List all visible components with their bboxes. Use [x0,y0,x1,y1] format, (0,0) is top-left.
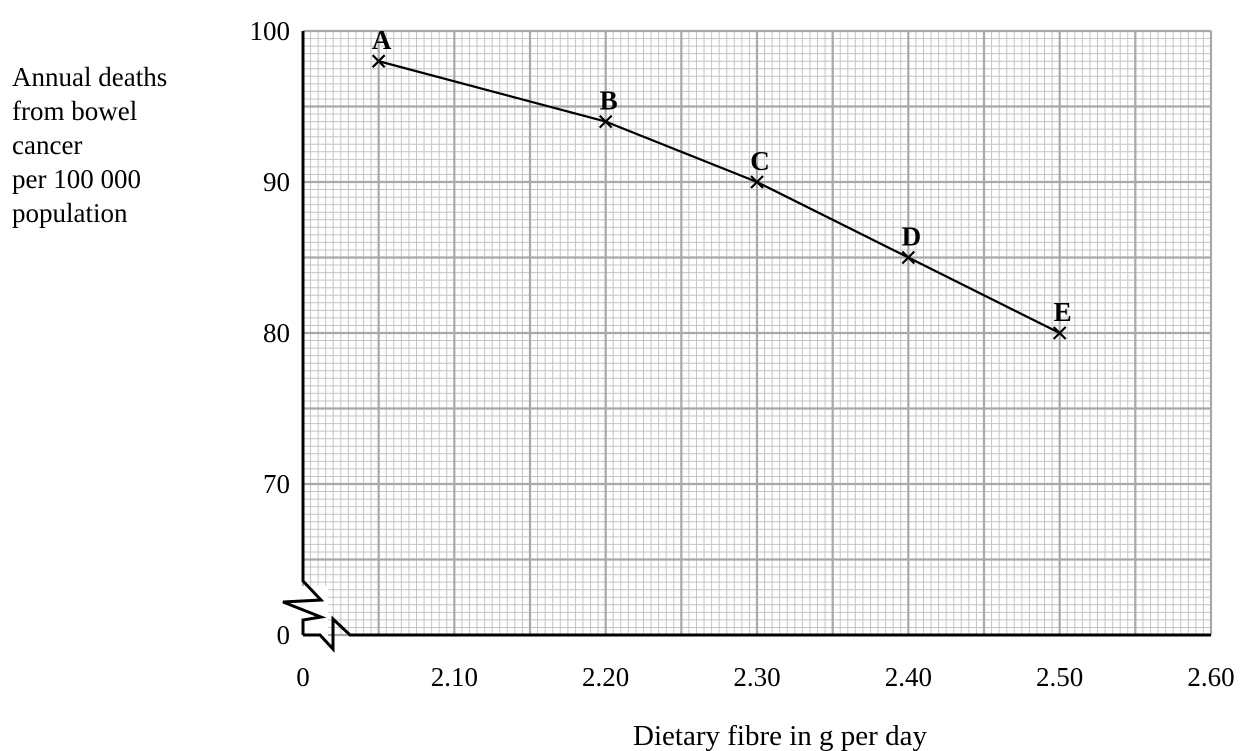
y-axis-label-line: per 100 000 [12,164,141,194]
x-tick-labels: 0 2.10 2.20 2.30 2.40 2.50 2.60 [296,662,1234,692]
point-label-b: B [600,86,618,116]
y-axis-label-line: cancer [12,130,83,160]
x-tick-label: 2.50 [1036,662,1083,692]
y-axis-line [282,31,327,635]
x-tick-label: 2.10 [431,662,478,692]
y-axis-label: Annual deaths from bowel cancer per 100 000… [12,60,222,230]
point-label-c: C [750,146,770,176]
y-tick-labels: 0 70 80 90 100 [250,16,291,650]
x-tick-label: 2.40 [885,662,932,692]
point-label-a: A [372,25,392,55]
data-point-e [1052,326,1067,340]
axes [282,31,1211,653]
grid-major-lines [301,29,1213,637]
x-tick-label: 2.20 [582,662,629,692]
y-tick-label: 90 [263,167,290,197]
y-axis-label-line: Annual deaths [12,62,168,92]
x-tick-label: 2.60 [1187,662,1234,692]
y-tick-label: 70 [263,469,290,499]
point-label-d: D [902,222,922,252]
data-point-b [598,114,613,129]
y-tick-label: 0 [277,620,291,650]
x-tick-label: 2.30 [733,662,780,692]
x-axis-line [303,615,1211,653]
data-point-a [371,54,386,68]
y-tick-label: 80 [263,318,290,348]
data-point-c [750,175,764,189]
y-axis-label-line: from bowel [12,96,138,126]
data-series: A B C D E [371,25,1072,340]
x-axis-label: Dietary fibre in g per day [633,720,927,751]
point-label-e: E [1054,297,1072,327]
data-point-d [901,250,916,265]
y-tick-label: 100 [250,16,291,46]
y-axis-label-line: population [12,198,128,228]
x-tick-label: 0 [296,662,310,692]
